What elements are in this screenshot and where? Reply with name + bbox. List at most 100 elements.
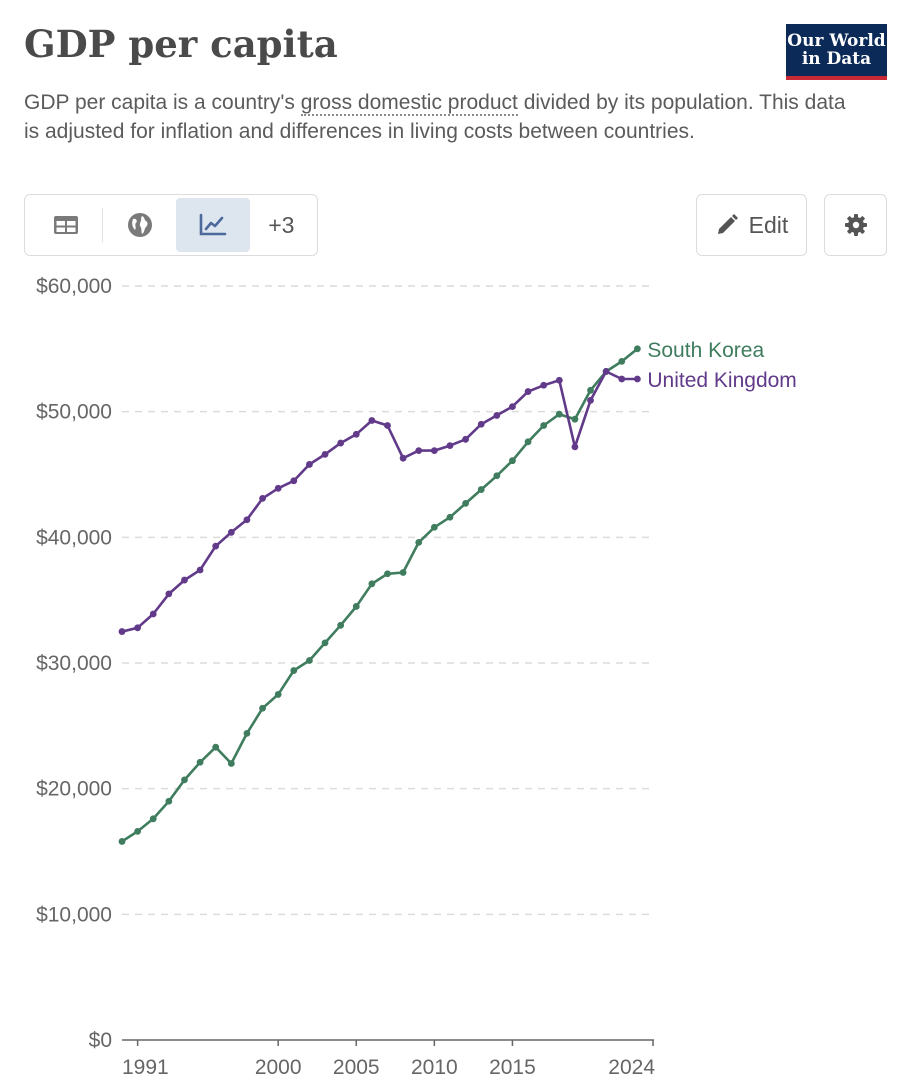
data-point bbox=[149, 610, 157, 618]
data-point bbox=[384, 422, 391, 429]
data-point bbox=[399, 454, 407, 462]
data-point bbox=[509, 457, 516, 465]
data-point bbox=[633, 375, 641, 383]
data-point bbox=[290, 477, 298, 485]
data-point bbox=[368, 580, 376, 588]
data-point bbox=[243, 516, 251, 524]
data-point bbox=[571, 415, 579, 423]
chart-subtitle: GDP per capita is a country's gross dome… bbox=[24, 88, 864, 146]
series-line-united-kingdom bbox=[121, 370, 638, 633]
data-point bbox=[196, 758, 204, 766]
data-point bbox=[602, 368, 610, 375]
data-point bbox=[633, 345, 641, 353]
data-point bbox=[493, 472, 501, 480]
data-point bbox=[430, 523, 438, 531]
series-label-united-kingdom: United Kingdom bbox=[647, 369, 796, 392]
data-point bbox=[134, 624, 142, 632]
x-tick-label: 2000 bbox=[255, 1056, 302, 1079]
series-line-south-korea bbox=[121, 347, 639, 843]
data-point bbox=[227, 760, 235, 767]
data-point bbox=[430, 447, 438, 455]
data-point bbox=[509, 403, 516, 411]
data-point bbox=[524, 388, 532, 395]
data-point bbox=[134, 827, 142, 835]
x-tick-label: 1991 bbox=[122, 1056, 169, 1079]
logo-line-1: Our World bbox=[787, 31, 886, 51]
data-point bbox=[555, 376, 563, 384]
data-point bbox=[462, 435, 469, 443]
data-point bbox=[212, 542, 220, 550]
view-tabs: +3 bbox=[24, 194, 318, 256]
globe-icon bbox=[127, 213, 152, 237]
data-point bbox=[555, 410, 563, 418]
data-point bbox=[477, 486, 485, 493]
data-point bbox=[243, 729, 251, 737]
settings-button[interactable] bbox=[824, 194, 887, 256]
data-point bbox=[227, 528, 235, 536]
data-point bbox=[540, 422, 548, 429]
x-tick-label: 2005 bbox=[333, 1056, 380, 1079]
line-chart[interactable]: $0 $10,000 $20,000 $30,000 $40,000 $50,000 $60… bbox=[0, 260, 908, 1090]
data-point bbox=[524, 438, 532, 446]
data-point bbox=[462, 500, 469, 507]
data-point bbox=[181, 776, 188, 784]
y-tick-label: $60,000 bbox=[36, 275, 112, 298]
y-tick-label: $0 bbox=[89, 1029, 112, 1052]
data-point bbox=[321, 639, 329, 647]
tab-map[interactable] bbox=[103, 198, 176, 252]
tab-more[interactable]: +3 bbox=[268, 211, 295, 238]
subtitle-text-end: divided by its population. This data is … bbox=[24, 91, 846, 143]
y-tick-label: $20,000 bbox=[36, 778, 112, 801]
subtitle-term-link[interactable]: gross domestic product bbox=[300, 91, 518, 116]
data-point bbox=[118, 838, 126, 845]
data-point bbox=[165, 797, 173, 805]
data-point bbox=[368, 417, 376, 424]
x-tick-label: 2010 bbox=[411, 1056, 458, 1079]
logo-line-2: in Data bbox=[801, 49, 872, 69]
edit-button[interactable]: Edit bbox=[696, 194, 807, 256]
data-point bbox=[337, 439, 345, 447]
tab-table[interactable] bbox=[29, 198, 102, 252]
tab-chart[interactable] bbox=[176, 198, 250, 252]
data-point bbox=[196, 566, 204, 574]
y-tick-label: $50,000 bbox=[36, 401, 112, 424]
data-point bbox=[306, 657, 313, 664]
data-point bbox=[571, 443, 579, 451]
data-point bbox=[118, 628, 126, 635]
data-point bbox=[415, 538, 423, 546]
data-point bbox=[446, 513, 454, 521]
data-point bbox=[259, 704, 266, 712]
owid-logo[interactable]: Our World in Data bbox=[786, 24, 887, 80]
data-point bbox=[618, 375, 626, 383]
chart-title: GDP per capita bbox=[24, 22, 338, 66]
data-point bbox=[384, 570, 391, 578]
data-point bbox=[352, 430, 360, 438]
data-point bbox=[274, 484, 282, 492]
data-point bbox=[165, 590, 173, 598]
data-point bbox=[337, 621, 345, 629]
data-point bbox=[399, 569, 407, 576]
y-tick-label: $30,000 bbox=[36, 652, 112, 675]
data-point bbox=[493, 412, 501, 419]
data-point bbox=[540, 381, 548, 389]
data-point bbox=[446, 442, 454, 449]
tab-divider bbox=[102, 208, 104, 242]
y-tick-label: $10,000 bbox=[36, 903, 112, 926]
data-point bbox=[290, 667, 298, 674]
data-point bbox=[587, 396, 594, 404]
line-chart-icon bbox=[199, 213, 227, 236]
data-point bbox=[259, 494, 266, 502]
x-tick-label: 2015 bbox=[489, 1056, 536, 1079]
data-point bbox=[415, 447, 423, 455]
data-point bbox=[274, 691, 282, 698]
data-point bbox=[618, 358, 626, 365]
data-point bbox=[149, 815, 157, 823]
data-point bbox=[306, 461, 313, 468]
table-icon bbox=[53, 216, 78, 234]
pencil-icon bbox=[717, 214, 738, 234]
data-point bbox=[477, 420, 485, 428]
data-point bbox=[321, 450, 329, 458]
y-tick-label: $40,000 bbox=[36, 526, 112, 549]
data-point bbox=[212, 743, 220, 751]
series-label-south-korea: South Korea bbox=[647, 339, 764, 362]
